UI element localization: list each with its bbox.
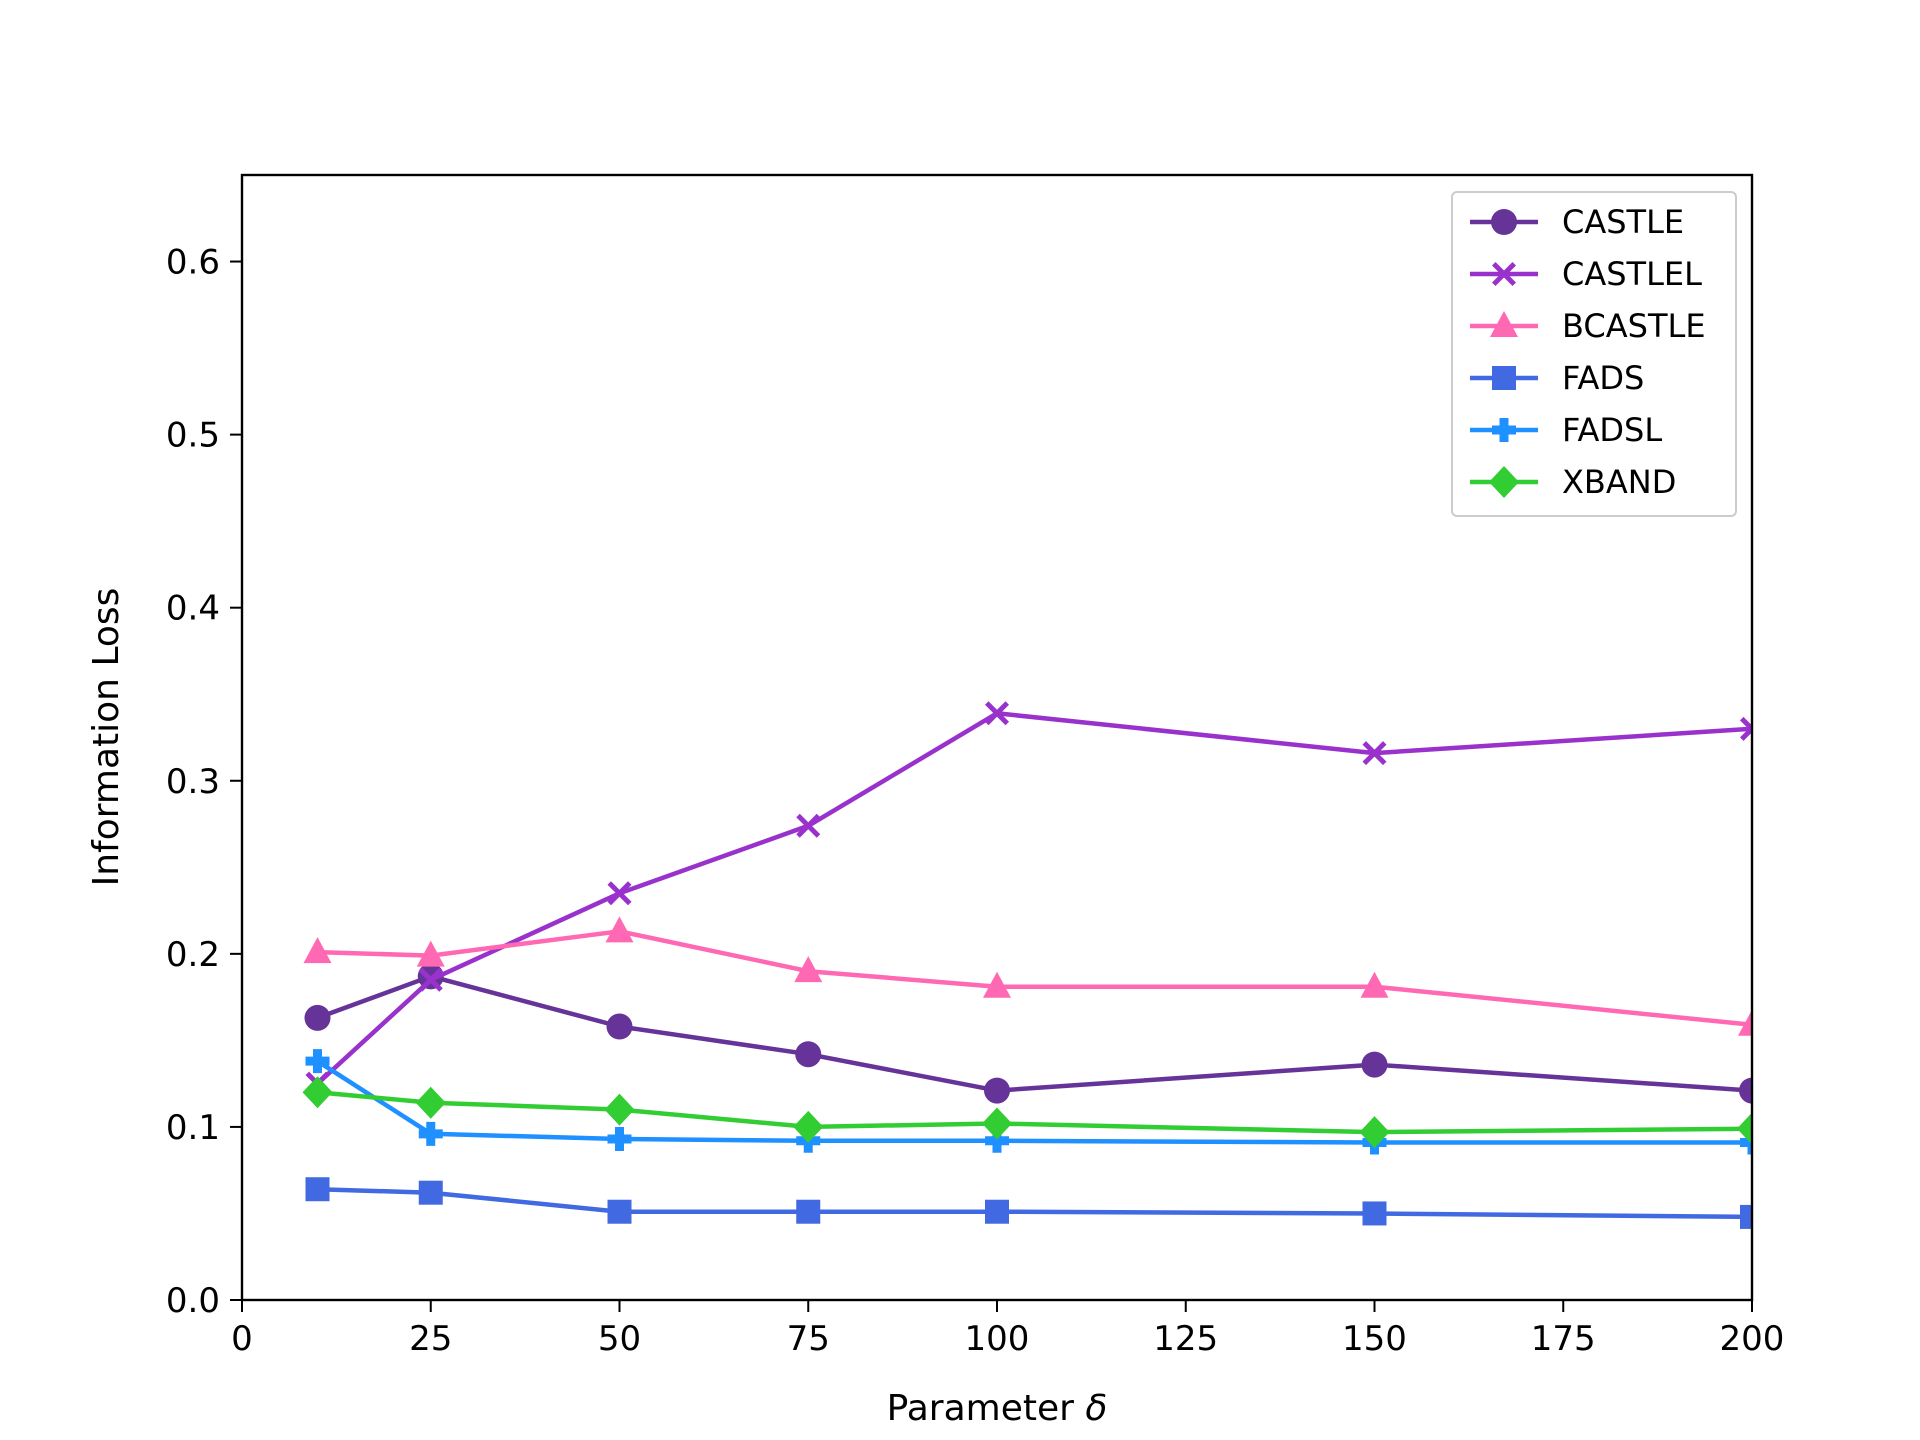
data-point-xband — [1737, 1112, 1752, 1145]
legend-label: FADS — [1562, 359, 1644, 397]
data-point-bcastle — [1738, 1009, 1752, 1036]
legend-label: BCASTLE — [1562, 307, 1706, 345]
x-axis-title-text: Parameter — [887, 1388, 1074, 1429]
data-point-castlel — [796, 813, 821, 838]
series-layer — [302, 701, 1752, 1229]
legend-label: CASTLE — [1562, 203, 1684, 241]
y-tick-label: 0.1 — [166, 1108, 220, 1148]
data-point-bcastle — [983, 971, 1011, 998]
y-tick-label: 0.5 — [166, 416, 220, 456]
data-point-xband — [1359, 1116, 1390, 1149]
data-point-castle — [984, 1077, 1010, 1104]
y-tick-label: 0.4 — [166, 589, 220, 629]
data-point-fadsl — [418, 1121, 443, 1146]
legend-marker-xband — [1489, 466, 1519, 498]
x-tick-label: 100 — [965, 1319, 1030, 1359]
data-point-castle — [795, 1041, 822, 1068]
data-point-fads — [796, 1199, 821, 1224]
y-tick-label: 0.2 — [166, 935, 220, 975]
legend-label: XBAND — [1562, 463, 1676, 501]
series-fads — [305, 1177, 1752, 1229]
x-tick-label: 50 — [598, 1319, 641, 1359]
data-point-fads — [418, 1180, 443, 1205]
data-point-fadsl — [305, 1049, 330, 1074]
legend-item-castle: CASTLE — [1470, 203, 1684, 241]
data-point-fadsl — [607, 1127, 632, 1152]
data-point-bcastle — [605, 916, 634, 943]
data-point-xband — [793, 1110, 824, 1143]
data-point-xband — [604, 1093, 635, 1126]
legend-label: CASTLEL — [1562, 255, 1702, 293]
y-axis: 0.0 0.1 0.2 0.3 0.4 0.5 0.6 — [166, 243, 242, 1321]
data-point-castlel — [418, 967, 443, 992]
data-point-xband — [415, 1086, 446, 1119]
data-point-bcastle — [794, 956, 823, 983]
data-point-fads — [305, 1177, 330, 1202]
series-bcastle — [303, 916, 1752, 1036]
data-point-castlel — [1740, 716, 1752, 741]
x-tick-label: 175 — [1531, 1319, 1596, 1359]
x-tick-label: 125 — [1153, 1319, 1218, 1359]
data-point-castlel — [607, 881, 632, 906]
data-point-fads — [985, 1199, 1009, 1224]
data-point-xband — [302, 1076, 333, 1109]
x-tick-label: 75 — [787, 1319, 830, 1359]
x-axis: 0 25 50 75 100 125 150 175 200 — [231, 1300, 1784, 1359]
data-point-castlel — [1362, 741, 1387, 766]
data-point-bcastle — [303, 937, 332, 964]
data-point-bcastle — [1360, 971, 1389, 998]
x-tick-label: 150 — [1342, 1319, 1407, 1359]
x-tick-label: 200 — [1720, 1319, 1785, 1359]
series-xband — [302, 1076, 1752, 1149]
legend-item-fadsl: FADSL — [1470, 411, 1662, 449]
legend: CASTLE CASTLEL BCASTLE FADS FADSL XBAND — [1451, 191, 1737, 517]
data-point-castle — [606, 1013, 633, 1040]
legend-item-bcastle: BCASTLE — [1470, 307, 1706, 345]
x-axis-title-symbol: δ — [1085, 1388, 1107, 1429]
legend-marker-castlel — [1492, 262, 1516, 286]
legend-marker-castle — [1491, 209, 1517, 235]
data-point-castle — [304, 1004, 331, 1031]
x-tick-label: 25 — [409, 1319, 452, 1359]
y-tick-label: 0.0 — [166, 1281, 220, 1321]
data-point-castle — [1361, 1051, 1388, 1078]
x-tick-label: 0 — [231, 1319, 253, 1359]
legend-marker-fadsl — [1492, 418, 1516, 442]
data-point-castle — [1739, 1077, 1752, 1104]
data-point-fads — [607, 1199, 632, 1224]
y-tick-label: 0.6 — [166, 243, 220, 283]
data-point-castlel — [985, 701, 1009, 726]
legend-marker-fads — [1492, 366, 1516, 390]
legend-item-xband: XBAND — [1470, 463, 1676, 501]
y-tick-label: 0.3 — [166, 762, 220, 802]
x-axis-title: Parameter δ — [887, 1388, 1108, 1429]
data-point-xband — [982, 1107, 1012, 1140]
legend-marker-bcastle — [1490, 311, 1518, 337]
legend-item-castlel: CASTLEL — [1470, 255, 1702, 293]
data-point-fads — [1362, 1201, 1387, 1226]
y-axis-title: Information Loss — [86, 588, 127, 887]
data-point-fadsl — [985, 1128, 1009, 1153]
legend-item-fads: FADS — [1470, 359, 1644, 397]
legend-label: FADSL — [1562, 411, 1662, 449]
data-point-fads — [1740, 1204, 1752, 1229]
data-point-bcastle — [416, 940, 445, 967]
